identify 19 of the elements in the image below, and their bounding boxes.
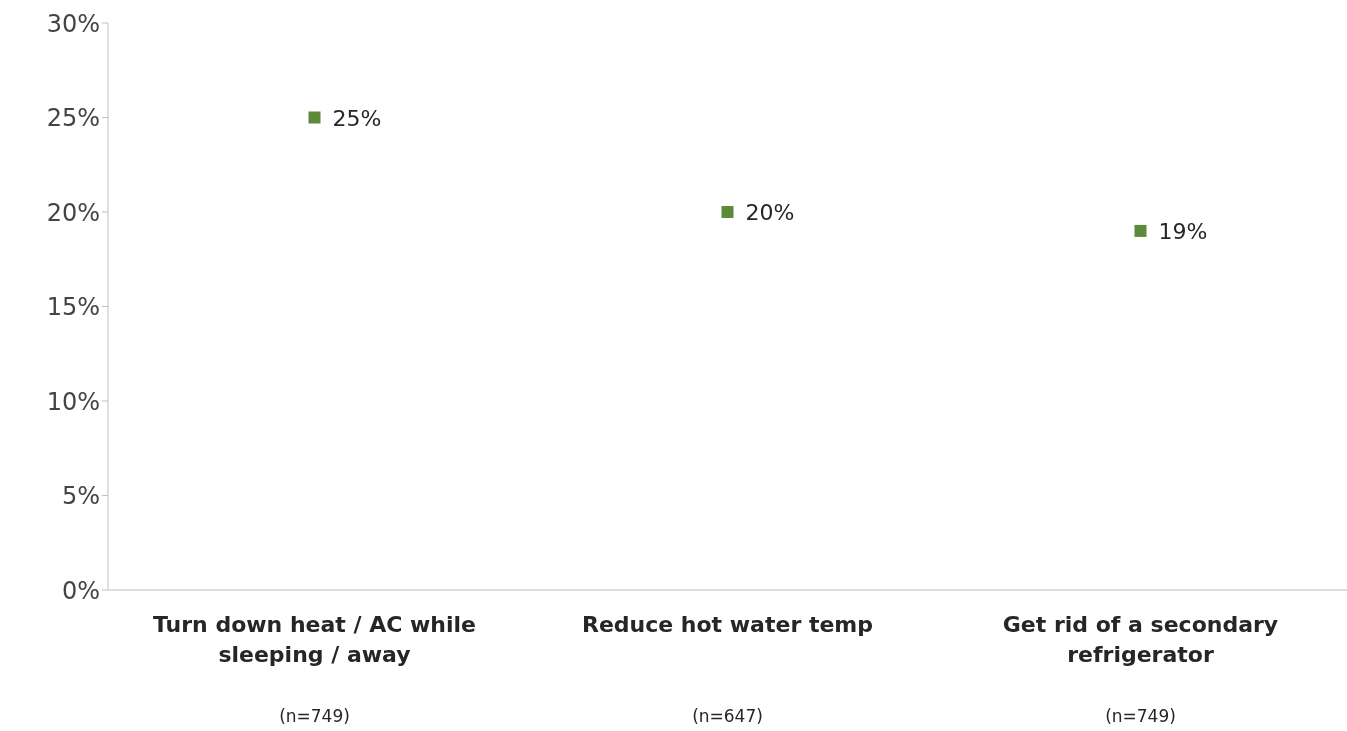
point [721,206,734,218]
data-label: 25% [332,105,382,131]
text: (n=647) [692,706,763,726]
point [1134,224,1147,237]
data-label: 19% [1158,218,1208,244]
y-tick-label: 0% [61,576,100,605]
y-tick-label: 5% [61,482,100,511]
x-tick-label: Turn down heat / AC while sleeping / away [152,612,477,667]
y-tick-label: 20% [46,198,100,227]
x-tick-label: Get rid of a secondary refrigerator [1002,612,1279,667]
y-tick-label: 15% [46,293,100,322]
text: (n=749) [279,706,350,726]
text: (n=749) [1105,706,1176,726]
x-tick-label: Reduce hot water temp [581,612,874,637]
y-tick-label: 10% [46,387,100,416]
y-tick-label: 25% [46,104,100,133]
y-tick-label: 30% [46,9,100,38]
data-label: 20% [745,200,795,225]
point [308,111,321,124]
